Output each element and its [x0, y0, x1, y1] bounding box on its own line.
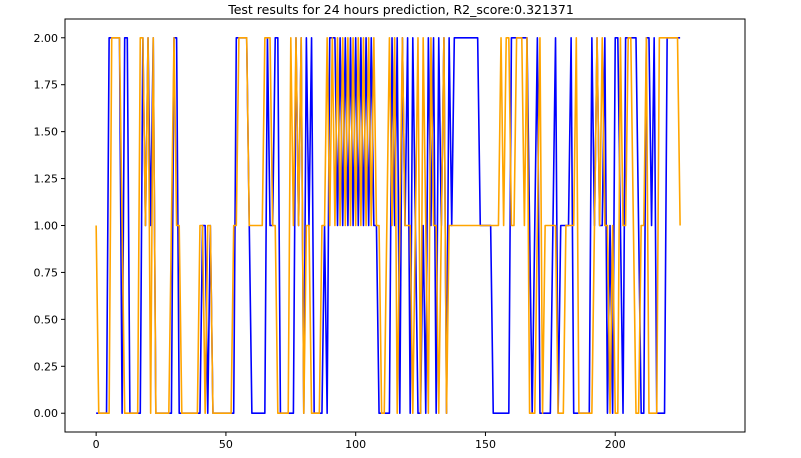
x-tick-label: 200	[605, 438, 626, 451]
y-tick-label: 0.50	[34, 313, 59, 326]
y-tick-label: 2.00	[34, 32, 59, 45]
x-tick-label: 0	[93, 438, 100, 451]
chart-title: Test results for 24 hours prediction, R2…	[227, 2, 574, 17]
y-tick-label: 1.50	[34, 126, 59, 139]
y-tick-label: 1.25	[34, 173, 59, 186]
x-tick-label: 50	[219, 438, 233, 451]
y-tick-label: 0.75	[34, 266, 59, 279]
x-tick-label: 100	[345, 438, 366, 451]
y-tick-label: 0.25	[34, 360, 59, 373]
y-tick-label: 1.00	[34, 220, 59, 233]
x-axis: 0 50 100 150 200	[93, 432, 626, 451]
series-layer	[95, 36, 681, 415]
series-line-2	[95, 36, 681, 415]
x-tick-label: 150	[475, 438, 496, 451]
y-tick-label: 1.75	[34, 79, 59, 92]
y-axis: 0.00 0.25 0.50 0.75 1.00 1.25 1.50 1.75 2.00	[34, 32, 65, 420]
y-tick-label: 0.00	[34, 407, 59, 420]
